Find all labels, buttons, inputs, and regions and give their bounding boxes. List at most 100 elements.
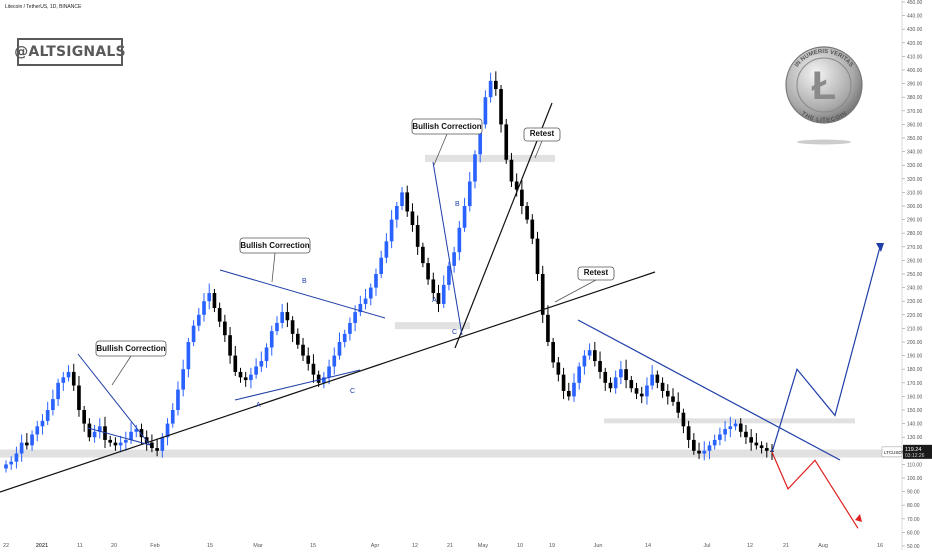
x-tick-label: 19 <box>549 543 555 549</box>
callout-bullish-2-box <box>239 237 311 254</box>
y-tick-label: 280.00 <box>907 231 923 237</box>
callout-bullish-2-pointer <box>271 252 276 283</box>
candle-body <box>97 426 102 432</box>
wedge-lower-1 <box>87 427 151 446</box>
candle-body <box>228 335 232 356</box>
x-tick-label: 2021 <box>36 543 48 549</box>
y-tick-label: 260.00 <box>907 258 923 264</box>
x-tick-label: 21 <box>783 543 789 549</box>
candle-body <box>223 321 227 336</box>
candle-body <box>426 263 430 280</box>
candle-body <box>170 410 175 424</box>
candle-body <box>457 227 462 253</box>
candle-body <box>150 442 154 449</box>
y-tick-label: 110.00 <box>907 462 922 468</box>
callout-retest-1-pointer <box>534 140 543 159</box>
y-tick-label: 160.00 <box>907 394 923 400</box>
candle-body <box>692 439 696 451</box>
wave-label-A-2: A <box>432 297 437 304</box>
candle-body <box>233 355 238 372</box>
callout-retest-1-box <box>523 127 561 142</box>
candle-body <box>348 322 352 334</box>
candle-body <box>733 423 738 427</box>
callout-retest-2-box <box>577 266 615 281</box>
candle-body <box>712 439 717 446</box>
candle-body <box>598 361 602 372</box>
x-tick-label: 12 <box>747 543 753 549</box>
x-tick-label: Apr <box>371 543 380 549</box>
descending-resistance <box>577 319 841 461</box>
candle-body <box>540 274 545 315</box>
candle-body <box>322 377 326 383</box>
y-tick-label: 380.00 <box>907 95 923 101</box>
forecast-up-arrowhead <box>876 243 884 252</box>
candle-body <box>676 401 681 413</box>
candle-body <box>202 301 206 315</box>
candle-body <box>311 363 316 375</box>
candle-body <box>61 377 66 383</box>
candle-body <box>530 219 535 239</box>
x-tick-label: Jun <box>594 543 603 549</box>
y-tick-label: 220.00 <box>907 313 923 319</box>
candle-body <box>582 355 587 367</box>
candle-body <box>337 342 342 356</box>
y-tick-label: 420.00 <box>907 41 923 47</box>
candle-body <box>744 431 748 438</box>
x-tick-label: 20 <box>111 543 117 549</box>
y-tick-label: 240.00 <box>907 286 923 292</box>
candle-body <box>467 181 472 206</box>
x-tick-label: 15 <box>207 543 213 549</box>
candle-body <box>139 429 144 438</box>
x-tick-label: 22 <box>3 543 9 549</box>
candle-body <box>655 374 660 383</box>
wedge-upper-2 <box>219 269 386 319</box>
candle-body <box>759 445 764 449</box>
coin-symbol: Ł <box>812 64 836 108</box>
callout-retest-2-pointer <box>554 279 597 303</box>
y-tick-label: 90.00 <box>907 490 920 496</box>
candle-body <box>368 287 373 299</box>
y-tick-label: 70.00 <box>907 517 920 523</box>
candle-body <box>358 303 363 313</box>
candle-body <box>702 450 707 454</box>
steep-trendline <box>454 102 553 349</box>
candle-body <box>342 333 347 342</box>
candle-body <box>686 426 691 440</box>
candle-body <box>82 410 86 424</box>
y-tick-label: 140.00 <box>907 422 923 428</box>
candle-body <box>144 437 149 443</box>
symbol-header: Litecoin / TetherUS, 1D, BINANCE <box>5 4 82 10</box>
last-price-tag <box>903 444 932 459</box>
candle-body <box>514 181 519 190</box>
candle-body <box>587 350 592 356</box>
callout-bullish-1-pointer <box>111 355 132 386</box>
y-tick-label: 250.00 <box>907 272 923 278</box>
y-tick-label: 320.00 <box>907 177 923 183</box>
x-tick-label: 15 <box>310 543 316 549</box>
candle-body <box>4 464 8 469</box>
candle-body <box>363 298 368 304</box>
candle-body <box>551 342 555 363</box>
y-tick-label: 340.00 <box>907 150 923 156</box>
y-tick-label: 440.00 <box>907 14 923 20</box>
candle-body <box>509 159 514 182</box>
forecast-bearish-path <box>771 451 859 529</box>
candle-body <box>295 333 300 345</box>
y-tick-label: 330.00 <box>907 163 923 169</box>
candle-body <box>645 385 649 397</box>
candle-body <box>613 377 618 389</box>
candle-body <box>639 393 644 397</box>
candle-body <box>332 355 337 367</box>
wave-label-A: A <box>256 402 261 409</box>
candle-body <box>749 437 753 443</box>
y-tick-label: 290.00 <box>907 218 923 224</box>
candle-body <box>87 423 92 438</box>
candle-body <box>92 431 97 438</box>
candle-body <box>561 374 566 391</box>
candle-body <box>608 382 613 389</box>
x-tick-label: Feb <box>150 543 159 549</box>
candle-body <box>155 448 159 451</box>
candle-body <box>431 279 436 294</box>
callout-bullish-1-box <box>95 340 167 357</box>
candle-body <box>316 374 321 383</box>
